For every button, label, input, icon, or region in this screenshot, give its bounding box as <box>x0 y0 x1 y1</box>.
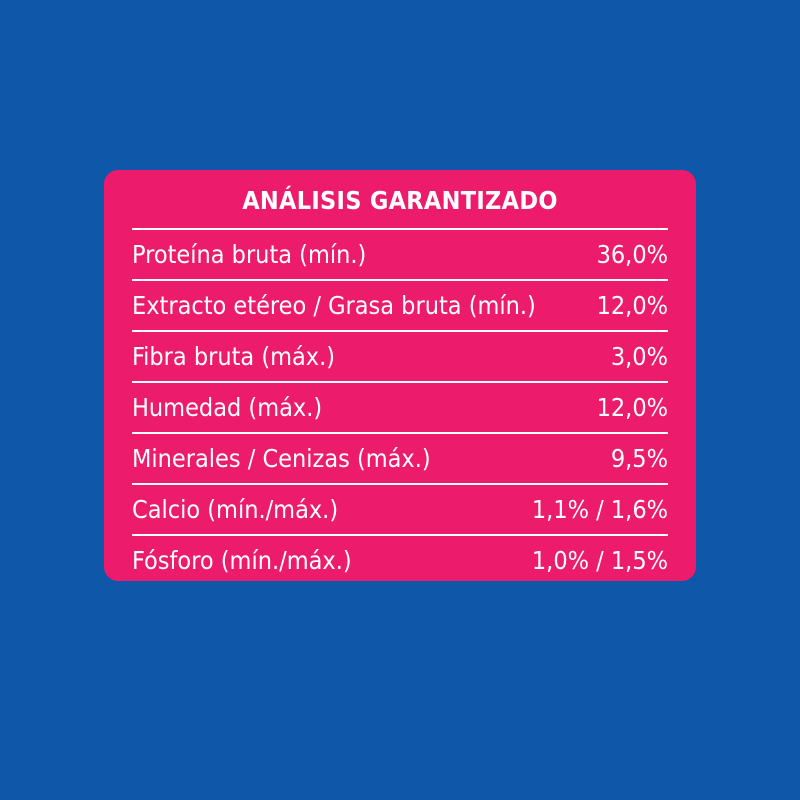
row-label: Minerales / Cenizas (máx.) <box>132 444 431 473</box>
table-row-calcium: Calcio (mín./máx.) 1,1% / 1,6% <box>132 485 668 536</box>
table-row-protein: Proteína bruta (mín.) 36,0% <box>132 230 668 281</box>
row-value: 3,0% <box>610 342 668 371</box>
table-title: ANÁLISIS GARANTIZADO <box>132 170 668 230</box>
row-value: 12,0% <box>596 393 668 422</box>
row-value: 36,0% <box>596 240 668 269</box>
guaranteed-analysis-panel: ANÁLISIS GARANTIZADO Proteína bruta (mín… <box>104 170 696 581</box>
row-value: 9,5% <box>610 444 668 473</box>
table-row-fat: Extracto etéreo / Grasa bruta (mín.) 12,… <box>132 281 668 332</box>
row-label: Fibra bruta (máx.) <box>132 342 336 371</box>
row-value: 1,0% / 1,5% <box>531 546 668 575</box>
table-row-fiber: Fibra bruta (máx.) 3,0% <box>132 332 668 383</box>
row-label: Calcio (mín./máx.) <box>132 495 339 524</box>
table-row-minerals: Minerales / Cenizas (máx.) 9,5% <box>132 434 668 485</box>
row-value: 12,0% <box>596 291 668 320</box>
row-label: Humedad (máx.) <box>132 393 323 422</box>
row-label: Extracto etéreo / Grasa bruta (mín.) <box>132 291 536 320</box>
row-label: Proteína bruta (mín.) <box>132 240 367 269</box>
row-value: 1,1% / 1,6% <box>531 495 668 524</box>
row-label: Fósforo (mín./máx.) <box>132 546 352 575</box>
table-row-moisture: Humedad (máx.) 12,0% <box>132 383 668 434</box>
table-row-phosphorus: Fósforo (mín./máx.) 1,0% / 1,5% <box>132 536 668 585</box>
